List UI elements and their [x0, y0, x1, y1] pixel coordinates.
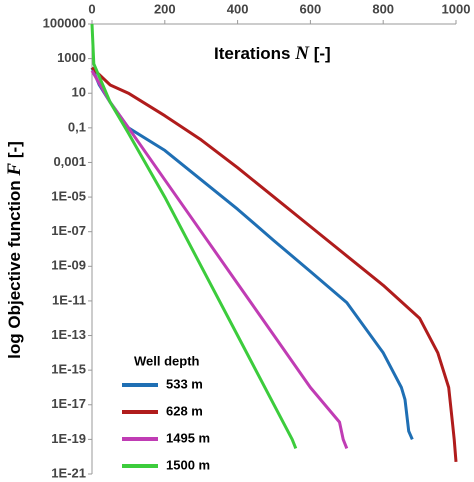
y-axis-title: log Objective function F [-] [4, 141, 25, 359]
legend-label: 533 m [166, 376, 203, 391]
y-tick-label: 1E-11 [52, 292, 86, 307]
legend-label: 628 m [166, 403, 203, 418]
x-tick-label: 600 [300, 1, 322, 16]
y-tick-label: 10 [72, 85, 86, 100]
y-tick-label: 1E-05 [51, 189, 86, 204]
y-tick-label: 0,1 [68, 119, 86, 134]
y-tick-label: 1E-07 [51, 223, 86, 238]
x-tick-label: 800 [372, 1, 394, 16]
series-line [90, 23, 298, 449]
x-axis-title: Iterations N [-] [214, 43, 331, 64]
legend-label: 1500 m [166, 457, 210, 472]
x-tick-label: 400 [227, 1, 249, 16]
y-tick-label: 1E-19 [51, 431, 86, 446]
y-tick-label: 1E-13 [51, 327, 86, 342]
legend-label: 1495 m [166, 430, 210, 445]
x-tick-label: 1000 [442, 1, 471, 16]
y-tick-label: 0,001 [53, 154, 86, 169]
y-tick-label: 1E-21 [51, 465, 86, 480]
x-tick-label: 0 [88, 1, 95, 16]
series-line [90, 66, 458, 463]
y-tick-label: 100000 [43, 15, 86, 30]
y-tick-label: 1000 [57, 50, 86, 65]
y-tick-label: 1E-17 [51, 396, 86, 411]
x-tick-label: 200 [154, 1, 176, 16]
legend-title: Well depth [134, 353, 200, 368]
y-tick-label: 1E-09 [51, 258, 86, 273]
y-tick-label: 1E-15 [51, 362, 86, 377]
series-line [90, 69, 349, 449]
